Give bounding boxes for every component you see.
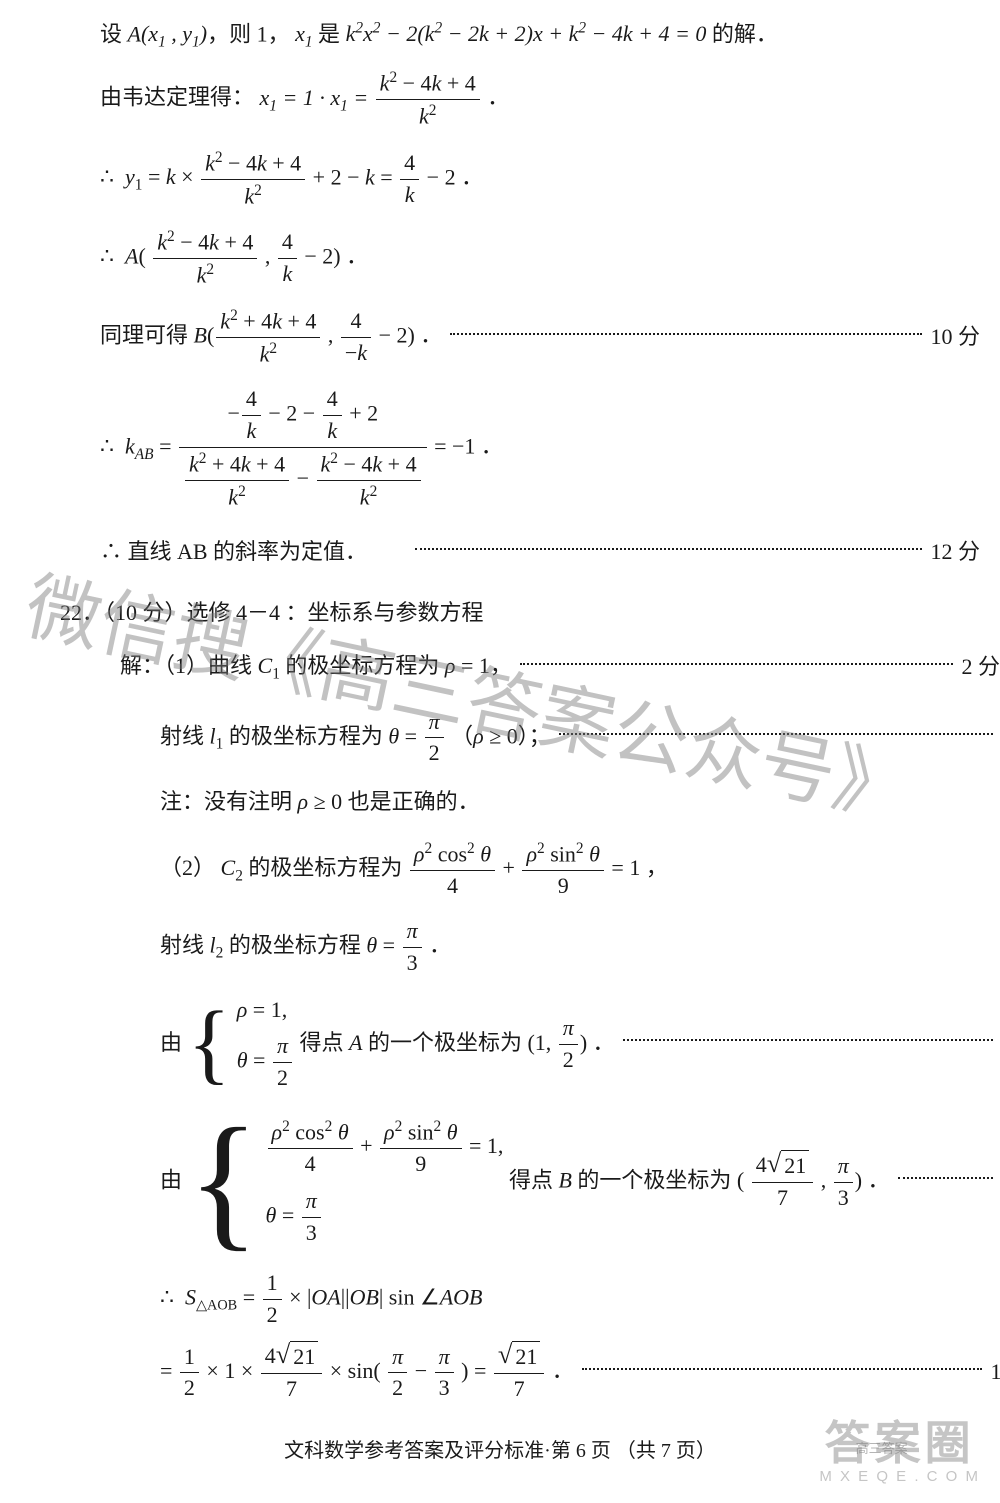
score-12: 12 分	[930, 537, 980, 568]
lead: ∴ 直线 AB 的斜率为定值．	[100, 537, 367, 568]
dot-leader	[623, 1039, 994, 1041]
sym-A: A	[128, 21, 141, 46]
t: + 2 − k =	[313, 164, 399, 189]
t: ,	[265, 243, 276, 268]
line-3: ∴ y1 = k × k2 − 4k + 4 k2 + 2 − k = 4 k …	[60, 147, 940, 212]
lead: = 12 × 1 × 4√21 7 × sin( π2 − π3 ) = √21…	[160, 1341, 574, 1405]
t: ∴ y1 = k ×	[100, 164, 199, 189]
t: ∴ A(	[100, 243, 146, 268]
t: ．	[487, 85, 509, 110]
lead: 同理可得 B( k2 + 4k + 4 k2 , 4 −k − 2) ．	[100, 305, 442, 370]
p3-note: 注：没有注明 ρ ≥ 0 也是正确的．	[60, 787, 940, 818]
p4: （2） C2 的极坐标方程为 ρ2 cos2 θ4 + ρ2 sin2 θ9 =…	[60, 838, 940, 902]
page-footer: 文科数学参考答案及评分标准·第 6 页 （共 7 页）	[60, 1434, 940, 1463]
score-10b: 10 分	[990, 1357, 1000, 1388]
t: = −1 ．	[434, 434, 503, 459]
corner-wm-url: M X E Q E . C O M	[819, 1469, 980, 1486]
line-5: 同理可得 B( k2 + 4k + 4 k2 , 4 −k − 2) ． 10 …	[60, 305, 980, 370]
area-2: = 12 × 1 × 4√21 7 × sin( π2 − π3 ) = √21…	[60, 1341, 1000, 1405]
frac: 4 k	[400, 148, 419, 211]
poly-eq: k2x2 − 2(k2 − 2k + 2)x + k2 − 4k + 4 = 0	[346, 21, 707, 46]
system-2: { ρ2 cos2 θ4 + ρ2 sin2 θ9 = 1, θ = π3	[188, 1110, 504, 1255]
lead: 解：（1）曲线 C1 的极坐标方程为 ρ = 1，	[120, 651, 512, 685]
dot-leader	[582, 1368, 983, 1370]
p5: 射线 l2 的极坐标方程 θ = π3 ．	[60, 916, 940, 979]
lead: 射线 l1 的极坐标方程为 θ = π2 （ρ ≥ 0）；	[160, 707, 551, 770]
sys1: 由 { ρ = 1, θ = π2 得点 A 的一个极坐标为 (1, π2) ．…	[60, 989, 1000, 1100]
p2: 射线 l1 的极坐标方程为 θ = π2 （ρ ≥ 0）； 4 分	[60, 707, 1000, 770]
big-frac: −4k − 2 − 4k + 2 k2 + 4k + 4k2 − k2 − 4k…	[179, 384, 427, 513]
sys2: 由 { ρ2 cos2 θ4 + ρ2 sin2 θ9 = 1, θ = π3 …	[60, 1110, 1000, 1255]
dot-leader	[450, 333, 922, 335]
frac: 4 −k	[341, 306, 371, 369]
line-4: ∴ A( k2 − 4k + 4 k2 , 4 k − 2) ．	[60, 226, 940, 291]
dot-leader	[415, 548, 922, 550]
t: 是	[313, 21, 346, 46]
dot-leader	[559, 733, 994, 735]
lead: 由 { ρ2 cos2 θ4 + ρ2 sin2 θ9 = 1, θ = π3 …	[160, 1110, 890, 1255]
score-2: 2 分	[961, 652, 1000, 683]
t: 由韦达定理得：	[100, 85, 260, 110]
sym-x1: x1	[295, 21, 312, 46]
t: 设	[100, 21, 128, 46]
line-1: 设 A(x1 , y1)，则 1， x1 是 k2x2 − 2(k2 − 2k …	[60, 18, 940, 53]
t: − 2 ．	[427, 164, 483, 189]
dot-leader	[520, 663, 954, 665]
eq: x1 = 1 · x1 =	[260, 85, 374, 110]
frac: k2 + 4k + 4 k2	[216, 305, 320, 370]
line-2: 由韦达定理得： x1 = 1 · x1 = k2 − 4k + 4 k2 ．	[60, 67, 940, 132]
frac: k2 − 4k + 4 k2	[153, 226, 257, 291]
t: − 2) ．	[304, 243, 368, 268]
t: ，则 1，	[207, 21, 295, 46]
line-7: ∴ 直线 AB 的斜率为定值． 12 分	[60, 537, 980, 568]
page: 设 A(x1 , y1)，则 1， x1 是 k2x2 − 2(k2 − 2k …	[0, 0, 1000, 1503]
dot-leader	[898, 1177, 994, 1179]
brace-icon: {	[188, 1006, 231, 1083]
paren-xy1: (x1 , y1)	[141, 21, 207, 46]
frac: k2 − 4k + 4 k2	[201, 147, 305, 212]
area-1: ∴ S△AOB = 12 × |OA||OB| sin ∠AOB	[60, 1268, 940, 1331]
frac: k2 − 4k + 4 k2	[376, 67, 480, 132]
p1: 解：（1）曲线 C1 的极坐标方程为 ρ = 1， 2 分	[60, 651, 1000, 685]
lead: 由 { ρ = 1, θ = π2 得点 A 的一个极坐标为 (1, π2) ．	[160, 989, 615, 1100]
frac: 4 k	[278, 227, 297, 290]
q22-header: 22．（10 分）选修 4－4 ：坐标系与参数方程	[60, 598, 940, 629]
system-1: { ρ = 1, θ = π2	[188, 989, 294, 1100]
score-10: 10 分	[930, 322, 980, 353]
brace-icon: {	[188, 1118, 260, 1246]
line-6: ∴ kAB = −4k − 2 − 4k + 2 k2 + 4k + 4k2 −…	[60, 384, 940, 513]
